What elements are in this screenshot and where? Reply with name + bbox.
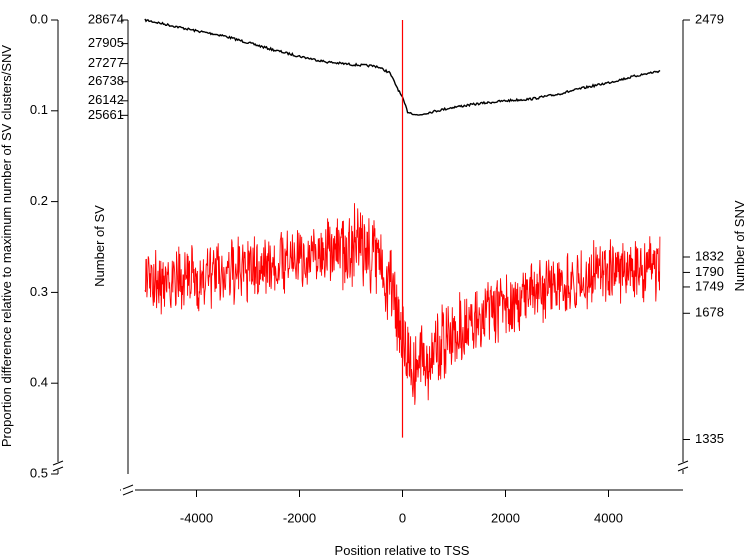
- x-tick-label-0: -4000: [180, 510, 213, 525]
- x-axis-break-slash-1: [122, 484, 134, 490]
- x-tick-label-3: 2000: [491, 510, 520, 525]
- snv-tick-label-3: 1749: [695, 278, 724, 293]
- snv-axis-break-gap: [676, 462, 690, 470]
- y-axis-outer-title: Proportion difference relative to maximu…: [0, 45, 14, 448]
- x-tick-label-4: 4000: [594, 510, 623, 525]
- x-axis-break-slash-2: [122, 490, 134, 496]
- y-tick-label-0: 0.0: [30, 11, 48, 26]
- snv-axis-break-slash-2: [677, 466, 689, 472]
- y-tick-label-3: 0.3: [30, 284, 48, 299]
- y-tick-label-2: 0.2: [30, 193, 48, 208]
- x-tick-label-1: -2000: [283, 510, 316, 525]
- x-axis: -4000 -2000 0 2000 4000: [120, 484, 683, 525]
- y-axis-snv-title: Number of SNV: [732, 200, 747, 291]
- y-axis-left-break-slash-2: [52, 466, 64, 472]
- x-axis-break-gap: [121, 486, 135, 494]
- snv-tick-label-5: 1335: [695, 431, 724, 446]
- sv-tick-label-1: 27905: [88, 35, 124, 50]
- y-tick-label-5: 0.5: [30, 465, 48, 480]
- y-tick-label-4: 0.4: [30, 375, 48, 390]
- snv-tick-label-4: 1678: [695, 305, 724, 320]
- series-layer: [144, 18, 661, 438]
- x-tick-label-2: 0: [399, 510, 406, 525]
- snv-tick-label-0: 2479: [695, 11, 724, 26]
- snv-tick-label-1: 1832: [695, 248, 724, 263]
- y-tick-label-1: 0.1: [30, 102, 48, 117]
- sv-tick-label-3: 26738: [88, 73, 124, 88]
- sv-tick-label-0: 28674: [88, 11, 124, 26]
- sv-tick-label-2: 27277: [88, 55, 124, 70]
- sv-tick-label-4: 26142: [88, 92, 124, 107]
- snv-tick-label-2: 1790: [695, 264, 724, 279]
- x-axis-title: Position relative to TSS: [335, 543, 470, 558]
- snv-axis-break-slash-1: [677, 460, 689, 466]
- y-axis-left: 0.0 0.1 0.2 0.3 0.4 0.5: [30, 11, 65, 480]
- y-axis-sv-title: Number of SV: [92, 205, 107, 287]
- y-axis-left-break-slash-1: [52, 460, 64, 466]
- sv-tick-label-5: 25661: [88, 107, 124, 122]
- y-axis-left-break-gap: [51, 462, 65, 470]
